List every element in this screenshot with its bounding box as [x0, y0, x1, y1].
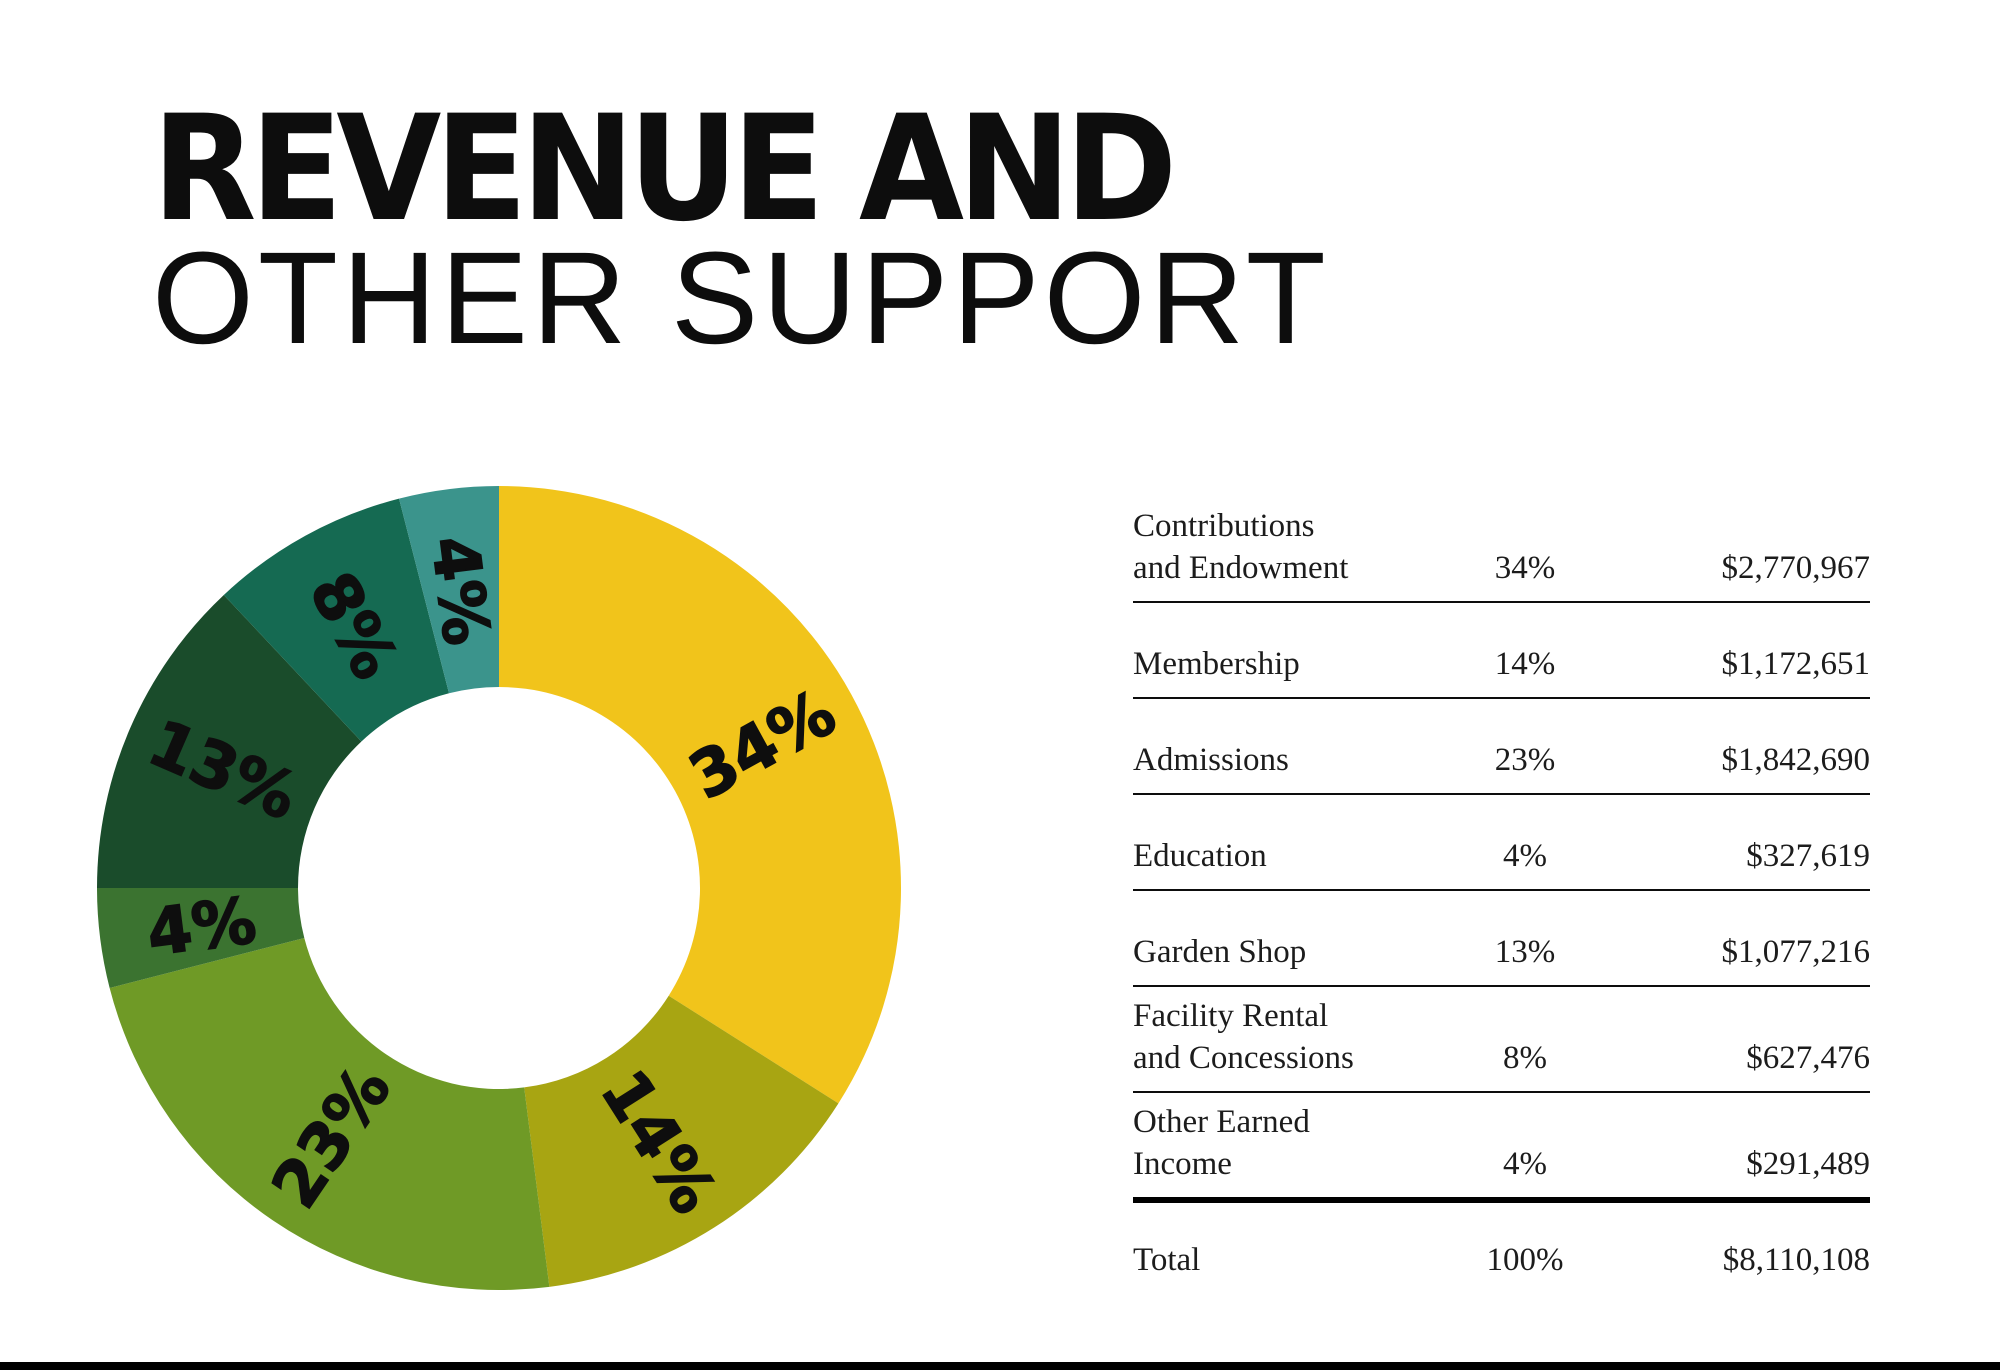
row-amount: $627,476	[1746, 1040, 1870, 1076]
revenue-table: Contributions and Endowment 34% $2,770,967 M…	[1133, 505, 1870, 1293]
row-label: Admissions	[1133, 742, 1289, 778]
row-percent: 100%	[1486, 1242, 1564, 1278]
row-label: Education	[1133, 838, 1267, 874]
donut-slice-label: 4%	[416, 532, 503, 649]
table-row: Education 4% $327,619	[1133, 795, 1870, 891]
row-percent: 14%	[1494, 646, 1556, 682]
donut-slice-garden-shop	[97, 594, 362, 888]
donut-slice-membership	[524, 995, 839, 1287]
row-amount: $2,770,967	[1721, 550, 1871, 586]
donut-slice-facility-rental-and-concessions	[223, 498, 450, 742]
page-title-line-1: REVENUE AND	[152, 84, 1177, 254]
row-amount: $1,077,216	[1721, 934, 1871, 970]
row-label: Facility Rental and Concessions	[1133, 998, 1354, 1076]
table-row: Garden Shop 13% $1,077,216	[1133, 891, 1870, 987]
row-label: Other Earned Income	[1133, 1104, 1310, 1182]
table-row: Facility Rental and Concessions 8% $627,476	[1133, 987, 1870, 1093]
row-amount: $291,489	[1746, 1146, 1870, 1182]
row-label: Garden Shop	[1133, 934, 1307, 970]
table-row: Other Earned Income 4% $291,489	[1133, 1093, 1870, 1203]
row-amount: $1,172,651	[1721, 646, 1871, 682]
donut-chart: 34% 14% 23% 4% 13% 8% 4%	[97, 486, 901, 1290]
row-percent: 4%	[1503, 1146, 1547, 1182]
row-amount: $1,842,690	[1721, 742, 1871, 778]
row-percent: 4%	[1503, 838, 1547, 874]
donut-slice-admissions	[109, 937, 550, 1290]
row-amount: $327,619	[1746, 838, 1870, 874]
row-percent: 8%	[1503, 1040, 1547, 1076]
donut-slice-contributions-and-endowment	[499, 486, 901, 1104]
table-row: Contributions and Endowment 34% $2,770,967	[1133, 505, 1870, 603]
donut-slice-label: 4%	[143, 884, 260, 971]
donut-slice-other-earned-income	[399, 486, 499, 694]
row-label: Membership	[1133, 646, 1300, 682]
table-row: Membership 14% $1,172,651	[1133, 603, 1870, 699]
donut-slice-education	[97, 888, 305, 988]
table-row: Total 100% $8,110,108	[1133, 1203, 1870, 1293]
row-label: Contributions and Endowment	[1133, 508, 1349, 586]
row-amount: $8,110,108	[1722, 1242, 1870, 1278]
table-row: Admissions 23% $1,842,690	[1133, 699, 1870, 795]
footer-bar	[0, 1362, 2000, 1370]
row-percent: 13%	[1494, 934, 1556, 970]
page-title-line-2: OTHER SUPPORT	[152, 224, 1330, 371]
row-label: Total	[1133, 1242, 1201, 1278]
row-percent: 34%	[1494, 550, 1556, 586]
row-percent: 23%	[1494, 742, 1556, 778]
page-title: REVENUE AND OTHER SUPPORT	[152, 96, 1330, 363]
